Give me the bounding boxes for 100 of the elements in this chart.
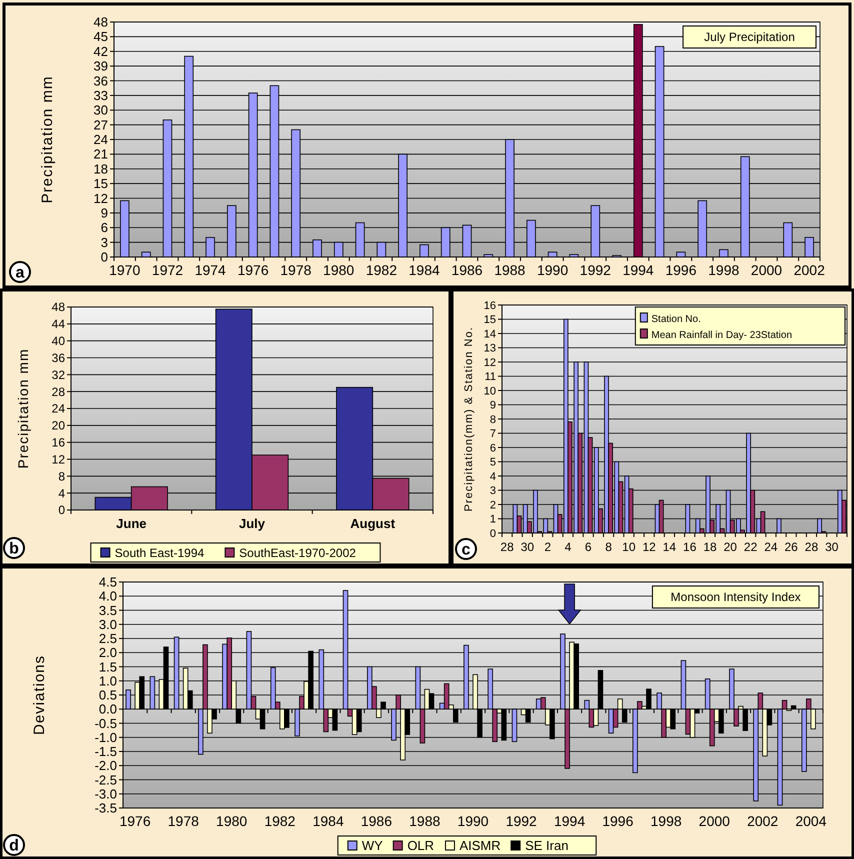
y-tick-label: 2 [490, 499, 496, 512]
y-tick-label: 6 [490, 442, 496, 454]
y-tick-label: 3.5 [98, 602, 117, 618]
y-tick-label: 48 [94, 14, 108, 30]
x-tick-label: 26 [784, 540, 798, 554]
y-tick-label: 4 [58, 486, 66, 500]
legend-label: South East-1994 [114, 546, 205, 560]
y-axis-title: Deviations [31, 654, 48, 736]
y-tick-label: 7 [490, 428, 496, 440]
y-tick-label: 4.5 [98, 574, 117, 590]
text: Monsoon Intensity Index [670, 590, 801, 604]
y-tick-label: 8 [490, 414, 496, 426]
y-tick-label: -3.5 [94, 800, 117, 816]
x-tick-label: 1978 [168, 813, 200, 829]
y-tick-label: 12 [484, 356, 496, 369]
y-tick-label: 1.5 [98, 659, 117, 674]
x-tick-label: 1982 [264, 813, 296, 829]
x-tick-label: 1996 [602, 813, 634, 829]
text: d [9, 838, 19, 855]
x-tick-label: 1990 [537, 262, 568, 278]
y-tick-label: 12 [94, 190, 108, 206]
y-tick-label: 9 [100, 205, 108, 220]
y-tick-label: 48 [52, 300, 66, 314]
x-tick-label: 18 [703, 540, 718, 554]
y-tick-label: 36 [94, 73, 108, 88]
x-tick-label: August [350, 516, 396, 531]
x-tick-label: 1994 [622, 262, 654, 278]
y-tick-label: 4 [490, 470, 496, 483]
y-tick-label: 0.5 [98, 688, 117, 703]
y-tick-label: 21 [94, 146, 108, 162]
y-tick-label: 39 [94, 58, 108, 74]
y-tick-label: 8 [58, 469, 66, 484]
x-tick-label: 1972 [152, 262, 184, 278]
y-axis-title: Precipitation mm [39, 76, 56, 204]
y-tick-label: 3 [100, 234, 108, 250]
y-tick-label: 4.0 [98, 588, 117, 604]
legend-label: SouthEast-1970-2002 [239, 546, 356, 560]
legend-label: AISMR [459, 838, 501, 853]
y-tick-label: -0.5 [94, 716, 117, 731]
legend-label: Mean Rainfall in Day- 23Station [651, 330, 792, 341]
y-tick-label: 36 [52, 350, 66, 365]
legend-label: WY [362, 838, 384, 853]
x-tick-label: 1996 [665, 262, 697, 278]
x-tick-label: 1976 [119, 813, 151, 829]
x-tick-label: 2 [544, 540, 552, 554]
x-tick-label: 16 [683, 540, 697, 554]
y-tick-label: 10 [484, 385, 496, 398]
x-tick-label: 1984 [312, 813, 344, 829]
y-tick-label: -1.0 [94, 730, 117, 745]
y-tick-label: 27 [94, 117, 108, 132]
y-tick-label: 20 [52, 418, 66, 433]
y-tick-label: -3.0 [94, 786, 117, 802]
x-tick-label: 1982 [366, 262, 398, 278]
x-tick-label: 8 [605, 540, 612, 554]
y-tick-label: 16 [484, 300, 496, 312]
x-tick-label: 28 [804, 540, 818, 554]
x-tick-label: 1986 [451, 262, 483, 278]
x-tick-label: 24 [764, 540, 778, 554]
x-tick-label: 1980 [323, 262, 354, 278]
x-tick-label: 10 [622, 540, 636, 554]
legend-label: SE Iran [525, 838, 568, 853]
y-tick-label: 5 [490, 456, 496, 469]
x-tick-label: 1970 [109, 262, 140, 278]
y-tick-label: 1 [490, 514, 496, 526]
y-tick-label: 24 [94, 132, 108, 148]
x-tick-label: 30 [520, 540, 534, 554]
y-tick-label: 44 [52, 317, 66, 332]
y-tick-label: 30 [94, 102, 108, 118]
x-tick-label: 2002 [747, 813, 778, 829]
y-axis-title: Precipitation mm [15, 348, 31, 469]
x-tick-label: 1988 [494, 262, 526, 278]
x-tick-label: 12 [642, 540, 656, 554]
x-tick-label: 1994 [554, 813, 586, 829]
legend-label: OLR [407, 838, 434, 853]
y-tick-label: -2.5 [94, 772, 117, 788]
y-tick-label: 0.0 [98, 702, 117, 717]
y-tick-label: 0 [490, 528, 496, 540]
y-tick-label: 0 [58, 503, 66, 518]
text: c [462, 542, 471, 559]
x-tick-label: 28 [500, 540, 514, 554]
y-tick-label: 14 [484, 328, 496, 340]
y-tick-label: 9 [490, 400, 496, 412]
x-tick-label: 1990 [457, 813, 489, 829]
text: a [16, 264, 25, 282]
x-tick-label: 1986 [360, 813, 392, 829]
x-tick-label: 30 [825, 540, 839, 554]
y-tick-label: 42 [94, 44, 108, 59]
x-tick-label: 1974 [194, 262, 226, 278]
y-tick-label: 11 [484, 371, 496, 384]
x-tick-label: 1998 [650, 813, 682, 829]
legend-label: Station No. [651, 314, 701, 325]
y-tick-label: 40 [52, 334, 66, 348]
x-tick-label: 14 [662, 540, 676, 554]
y-tick-label: 24 [52, 402, 66, 416]
x-tick-label: 4 [564, 540, 572, 554]
y-tick-label: -2.0 [94, 758, 117, 774]
y-tick-label: 0 [100, 250, 108, 265]
y-tick-label: 28 [52, 384, 66, 399]
text: b [9, 540, 20, 558]
text: July Precipitation [704, 30, 795, 44]
